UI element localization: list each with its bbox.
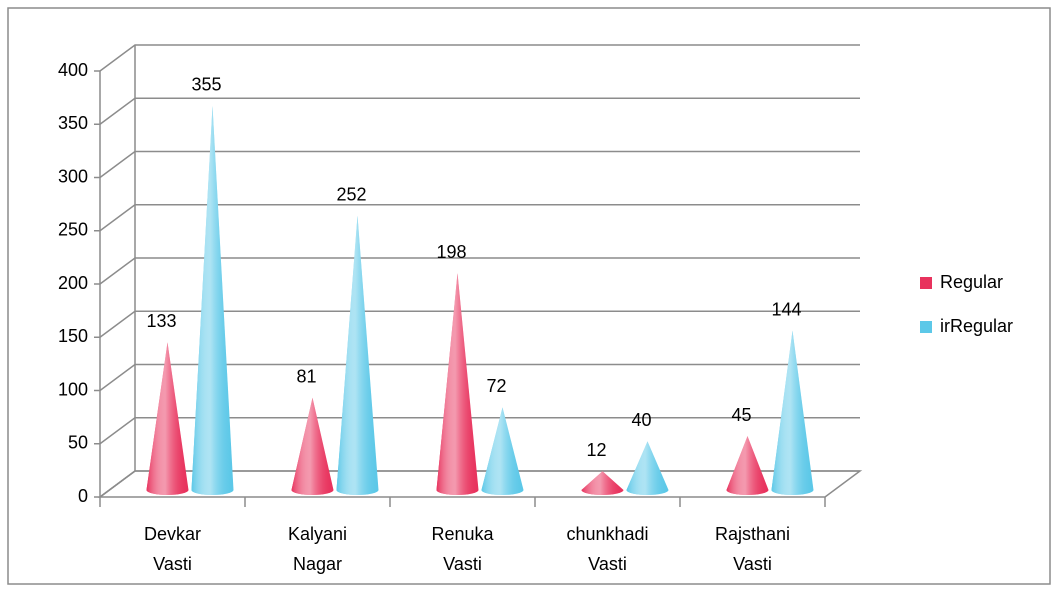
value-label: 12 [586,440,606,460]
grid-line [99,363,860,392]
x-tick-line: Devkar [144,524,201,544]
grid-line [99,204,860,232]
y-tick-label: 400 [58,60,88,80]
grid-line [99,150,860,179]
cone [291,397,334,495]
cone-shine [771,330,814,495]
cone [336,215,379,495]
x-tick-label: Kalyani Nagar [288,524,347,574]
cone-shine [291,397,334,495]
value-label: 144 [771,299,801,319]
y-tick-label: 100 [58,379,88,399]
x-tick-line: Kalyani [288,524,347,544]
x-tick-label: Renuka Vasti [431,524,494,574]
cone [626,441,669,495]
legend-swatch [920,321,932,333]
legend-label: irRegular [940,316,1013,336]
x-tick-label: chunkhadi Vasti [566,524,648,574]
cone-shine [726,436,769,495]
cone-shine [191,105,234,496]
cone-shine [146,342,189,495]
cone-shine [626,441,669,495]
cone [191,105,234,496]
cone-shine [436,273,479,495]
x-tick-line: Vasti [443,554,482,574]
x-tick-line: chunkhadi [566,524,648,544]
x-tick-label: Rajsthani Vasti [715,524,790,574]
grid-line [99,417,860,445]
legend-label: Regular [940,272,1003,292]
cone-shine [336,215,379,495]
cone-shine [581,471,624,495]
x-tick-line: Renuka [431,524,494,544]
y-tick-label: 300 [58,166,88,186]
value-label: 355 [191,75,221,95]
x-tick-line: Vasti [153,554,192,574]
y-tick-label: 50 [68,433,88,453]
grid-line [99,44,860,72]
value-label: 45 [731,405,751,425]
cone-shine [481,407,524,495]
grid-line [99,257,860,285]
x-tick-line: Nagar [293,554,342,574]
x-tick-label: Devkar Vasti [144,524,201,574]
value-label: 252 [336,184,366,204]
grid-line [99,97,860,125]
value-label: 72 [486,376,506,396]
grid-line [99,470,860,498]
legend-swatch [920,277,932,289]
cone [726,436,769,495]
value-label: 40 [631,410,651,430]
value-label: 81 [296,366,316,386]
cone [771,330,814,495]
y-tick-label: 150 [58,326,88,346]
x-tick-line: Vasti [733,554,772,574]
value-label: 133 [146,311,176,331]
y-tick-label: 0 [78,486,88,506]
value-label: 198 [436,242,466,262]
x-tick-line: Rajsthani [715,524,790,544]
cone [481,407,524,495]
cone [581,471,624,495]
grid-line [99,310,860,338]
x-tick-line: Vasti [588,554,627,574]
cone [146,342,189,495]
y-tick-label: 200 [58,273,88,293]
y-tick-label: 250 [58,220,88,240]
y-tick-label: 350 [58,113,88,133]
cone [436,273,479,495]
